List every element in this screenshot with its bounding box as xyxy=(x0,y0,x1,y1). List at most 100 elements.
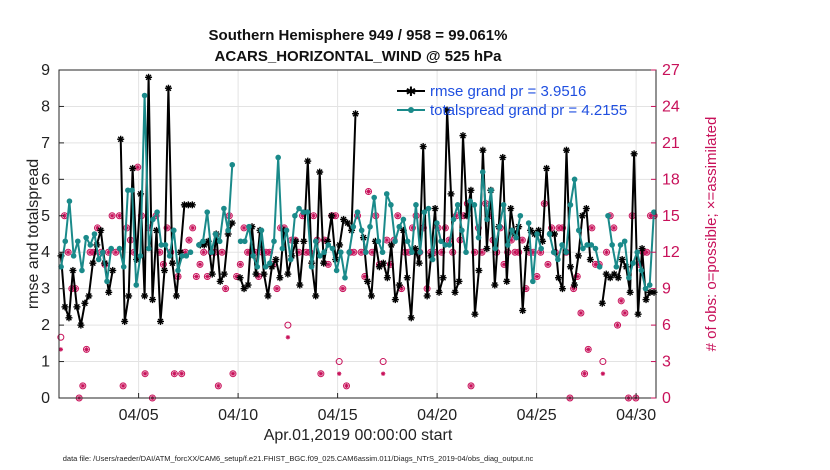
obs-possible-point xyxy=(317,370,325,378)
y2-tick-label: 24 xyxy=(662,98,680,115)
spread-point xyxy=(241,238,248,245)
spread-point xyxy=(325,242,332,248)
obs-possible-point xyxy=(218,248,226,256)
obs-possible-point xyxy=(284,321,292,329)
x-axis-ticks: 04/05 04/10 04/15 04/20 04/25 04/30 xyxy=(119,393,656,424)
spread-point xyxy=(358,227,365,234)
spread-point xyxy=(196,242,202,248)
rmse-point xyxy=(344,219,352,227)
obs-assimilated-point xyxy=(238,262,243,267)
obs-possible-point xyxy=(603,248,611,256)
spread-line xyxy=(527,223,543,283)
rmse-point xyxy=(582,204,590,212)
obs-assimilated-point xyxy=(604,250,609,255)
obs-possible-point xyxy=(200,248,208,256)
rmse-point xyxy=(467,186,475,194)
y2-tick-label: 9 xyxy=(662,281,671,298)
obs-possible-point xyxy=(196,260,204,268)
rmse-point xyxy=(558,285,566,293)
spread-point xyxy=(296,205,302,212)
spread-point xyxy=(504,242,511,248)
obs-assimilated-point xyxy=(344,383,349,389)
rmse-point xyxy=(320,259,328,267)
spread-point xyxy=(617,242,624,248)
spread-point xyxy=(91,231,98,237)
chart-title: Southern Hemisphere 949 / 958 = 99.061% xyxy=(209,27,508,44)
obs-possible-point xyxy=(189,224,197,232)
spread-point xyxy=(66,198,73,204)
rmse-point xyxy=(252,270,260,278)
obs-assimilated-point xyxy=(534,274,540,279)
rmse-point xyxy=(312,292,320,300)
spread-point xyxy=(438,238,444,245)
obs-assimilated-point xyxy=(201,250,206,255)
plot-frame xyxy=(58,69,657,399)
spread-point xyxy=(605,212,611,219)
obs-possible-point xyxy=(394,212,402,220)
rmse-point xyxy=(85,292,93,300)
spread-point xyxy=(150,216,156,223)
obs-assimilated-point xyxy=(586,347,591,352)
rmse-point xyxy=(61,303,69,311)
rmse-point xyxy=(523,245,531,253)
left-axis-ticks: 0 1 2 3 4 5 6 7 8 9 xyxy=(41,62,64,407)
rmse-point xyxy=(562,146,570,154)
obs-possible-point xyxy=(610,224,618,232)
spread-point xyxy=(651,209,657,215)
rmse-point xyxy=(216,277,224,285)
obs-assimilated-point xyxy=(358,250,364,255)
obs-assimilated-point xyxy=(556,225,562,231)
spread-point xyxy=(388,202,394,208)
obs-assimilated-point xyxy=(318,371,324,376)
spread-point xyxy=(421,209,428,215)
spread-point xyxy=(162,242,169,248)
rmse-point xyxy=(475,266,483,274)
obs-possible-point xyxy=(471,248,479,256)
spread-point xyxy=(400,216,407,223)
spread-point xyxy=(120,264,127,270)
y-axis-label: rmse and totalspread xyxy=(25,159,42,309)
spread-point xyxy=(488,187,494,194)
rmse-point xyxy=(109,266,117,274)
spread-point xyxy=(87,242,94,248)
obs-possible-point xyxy=(82,345,90,353)
rmse-point xyxy=(543,164,551,172)
spread-point xyxy=(592,245,599,252)
obs-assimilated-point xyxy=(172,371,177,376)
spread-point xyxy=(375,238,382,245)
obs-assimilated-point xyxy=(520,237,525,243)
spread-point xyxy=(329,245,336,252)
rmse-point xyxy=(578,212,586,220)
rmse-point xyxy=(638,245,646,253)
spread-point xyxy=(575,227,582,234)
rmse-point xyxy=(507,204,515,212)
y2-tick-label: 15 xyxy=(662,208,680,225)
spread-point xyxy=(434,220,440,226)
spread-point xyxy=(646,282,653,288)
spread-point xyxy=(229,161,236,168)
rmse-point xyxy=(328,212,336,220)
x-axis-label: Apr.01,2019 00:00:00 start xyxy=(264,427,453,444)
rmse-point xyxy=(65,314,73,322)
rmse-point xyxy=(73,303,81,311)
spread-point xyxy=(137,253,144,259)
x-tick-label: 04/15 xyxy=(318,407,358,424)
spread-point xyxy=(183,253,190,259)
spread-point xyxy=(638,267,645,274)
obs-possible-point xyxy=(159,260,167,268)
spread-point xyxy=(346,249,352,256)
rmse-point xyxy=(300,237,308,245)
x-tick-label: 04/25 xyxy=(517,407,557,424)
obs-possible-point xyxy=(79,382,87,390)
spread-point xyxy=(425,205,432,212)
obs-assimilated-point xyxy=(190,225,195,231)
right-axis-ticks: 0 3 6 9 12 15 18 21 24 27 xyxy=(651,62,680,407)
spread-point xyxy=(262,264,269,270)
rmse-point xyxy=(77,321,85,329)
obs-assimilated-point xyxy=(84,347,89,352)
rmse-point xyxy=(630,150,638,158)
obs-possible-point xyxy=(214,382,222,390)
obs-possible-point xyxy=(108,212,116,220)
obs-possible-point xyxy=(441,224,449,232)
spread-point xyxy=(429,256,436,263)
